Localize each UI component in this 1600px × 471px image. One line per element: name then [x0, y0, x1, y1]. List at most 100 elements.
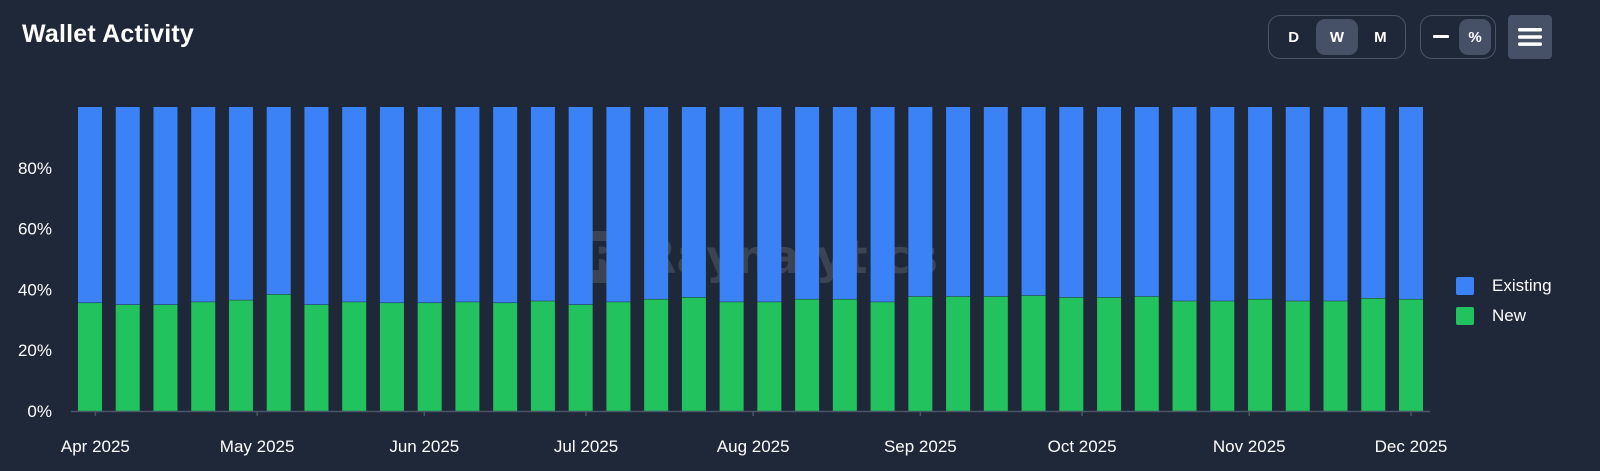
x-tick-label: Sep 2025 — [884, 437, 957, 456]
bar-new[interactable] — [1172, 301, 1197, 411]
bar-existing[interactable] — [719, 107, 744, 302]
bar-new[interactable] — [417, 303, 442, 411]
bar-existing[interactable] — [983, 107, 1008, 297]
bar-new[interactable] — [719, 302, 744, 411]
period-weekly-button[interactable]: W — [1316, 19, 1358, 55]
bar-new[interactable] — [870, 302, 895, 411]
bar-new[interactable] — [153, 304, 178, 411]
bar-existing[interactable] — [78, 107, 102, 303]
bar-existing[interactable] — [568, 107, 593, 305]
bar-new[interactable] — [606, 302, 631, 411]
bar-new[interactable] — [1210, 301, 1235, 411]
period-monthly-button[interactable]: M — [1374, 28, 1387, 46]
bar-existing[interactable] — [1285, 107, 1310, 301]
bar-existing[interactable] — [644, 107, 669, 299]
y-tick-label: 0% — [27, 402, 52, 421]
bar-existing[interactable] — [1172, 107, 1197, 301]
bar-new[interactable] — [1134, 296, 1159, 411]
y-tick-label: 80% — [18, 159, 52, 178]
bar-new[interactable] — [1021, 295, 1046, 411]
bar-existing[interactable] — [153, 107, 178, 305]
bar-existing[interactable] — [1361, 107, 1386, 299]
x-tick-label: Apr 2025 — [61, 437, 130, 456]
bar-new[interactable] — [983, 296, 1008, 411]
x-tick-label: Jun 2025 — [389, 437, 459, 456]
chart-title: Wallet Activity — [22, 20, 195, 48]
bar-new[interactable] — [757, 302, 782, 411]
bar-new[interactable] — [1248, 299, 1273, 411]
bar-new[interactable] — [304, 304, 329, 411]
y-tick-label: 60% — [18, 220, 52, 239]
bar-existing[interactable] — [946, 107, 971, 297]
bar-existing[interactable] — [1097, 107, 1122, 298]
y-tick-label: 20% — [18, 341, 52, 360]
bar-new[interactable] — [1399, 299, 1423, 411]
bar-new[interactable] — [1285, 301, 1310, 411]
bar-existing[interactable] — [1248, 107, 1273, 299]
bar-new[interactable] — [681, 297, 706, 411]
bar-new[interactable] — [455, 302, 480, 411]
legend-item-existing[interactable]: Existing — [1456, 271, 1552, 301]
dash-icon — [1433, 35, 1449, 38]
legend-swatch-existing — [1456, 277, 1474, 295]
period-toggle-group: D W M — [1268, 15, 1406, 59]
bar-new[interactable] — [1361, 298, 1386, 411]
bar-new[interactable] — [342, 302, 367, 411]
bar-existing[interactable] — [493, 107, 518, 303]
x-tick-label: Oct 2025 — [1048, 437, 1117, 456]
bar-existing[interactable] — [606, 107, 631, 302]
bar-new[interactable] — [228, 300, 253, 411]
bar-existing[interactable] — [832, 107, 857, 299]
bar-new[interactable] — [493, 303, 518, 411]
bar-existing[interactable] — [1021, 107, 1046, 296]
bar-new[interactable] — [115, 304, 140, 411]
bar-existing[interactable] — [795, 107, 820, 299]
bar-existing[interactable] — [908, 107, 933, 297]
bar-existing[interactable] — [342, 107, 367, 302]
bar-new[interactable] — [78, 303, 102, 411]
bar-existing[interactable] — [115, 107, 140, 305]
y-tick-label: 40% — [18, 280, 52, 299]
bar-existing[interactable] — [1059, 107, 1084, 298]
bar-existing[interactable] — [266, 107, 291, 295]
bar-new[interactable] — [1323, 301, 1348, 411]
bar-new[interactable] — [908, 296, 933, 411]
period-daily-button[interactable]: D — [1288, 28, 1300, 46]
bar-existing[interactable] — [379, 107, 404, 303]
bar-new[interactable] — [568, 304, 593, 411]
bar-existing[interactable] — [757, 107, 782, 302]
bar-new[interactable] — [1059, 297, 1084, 411]
bar-new[interactable] — [832, 299, 857, 411]
bar-new[interactable] — [946, 296, 971, 411]
bar-existing[interactable] — [191, 107, 216, 302]
bar-new[interactable] — [191, 302, 216, 411]
bar-existing[interactable] — [681, 107, 706, 298]
bar-existing[interactable] — [228, 107, 253, 300]
bar-existing[interactable] — [870, 107, 895, 302]
bar-new[interactable] — [379, 303, 404, 411]
chart-menu-button[interactable] — [1508, 15, 1552, 59]
x-tick-label: Aug 2025 — [717, 437, 790, 456]
bar-new[interactable] — [1097, 297, 1122, 411]
absolute-mode-button[interactable] — [1425, 19, 1457, 55]
bar-new[interactable] — [530, 301, 555, 411]
bar-existing[interactable] — [417, 107, 442, 303]
percent-mode-button[interactable]: % — [1459, 19, 1491, 55]
x-tick-label: Jul 2025 — [554, 437, 618, 456]
bar-new[interactable] — [266, 294, 291, 411]
bar-existing[interactable] — [1399, 107, 1423, 299]
bar-existing[interactable] — [530, 107, 555, 301]
bar-existing[interactable] — [1210, 107, 1235, 301]
bar-existing[interactable] — [304, 107, 329, 305]
legend-label-existing: Existing — [1492, 276, 1552, 295]
bar-existing[interactable] — [1134, 107, 1159, 297]
display-mode-toggle-group: % — [1420, 15, 1496, 59]
hamburger-menu-icon — [1518, 28, 1542, 46]
bar-new[interactable] — [795, 299, 820, 411]
bar-existing[interactable] — [1323, 107, 1348, 301]
bar-existing[interactable] — [455, 107, 480, 302]
legend-item-new[interactable]: New — [1456, 301, 1552, 331]
x-tick-label: May 2025 — [220, 437, 295, 456]
bar-new[interactable] — [644, 299, 669, 411]
